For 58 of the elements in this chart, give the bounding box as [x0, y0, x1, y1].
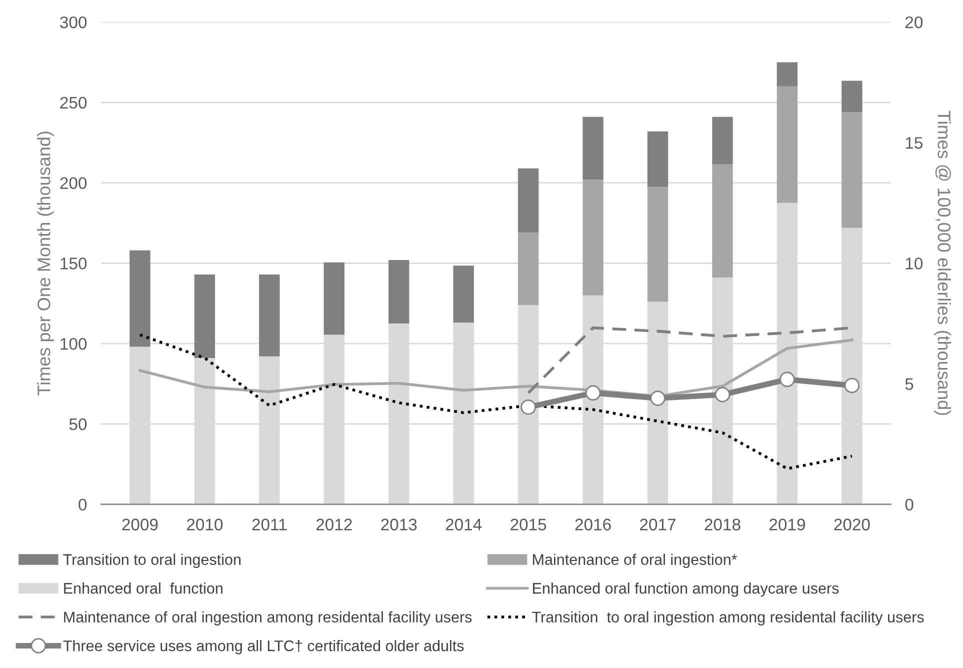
x-tick-label: 2013 — [381, 518, 417, 530]
bar — [776, 86, 798, 203]
y-tick-label: 100 — [60, 338, 87, 350]
bar — [647, 186, 668, 302]
legend-label: Three service uses among all LTC† certificated older adults — [63, 640, 464, 654]
bar — [453, 266, 474, 323]
bar — [194, 274, 216, 358]
y2-axis-title: Times @ 100,000 elderlies (thousand) — [934, 110, 951, 415]
bar — [647, 131, 668, 187]
y-tick-label: 300 — [60, 16, 87, 28]
bar — [259, 274, 280, 356]
y-tick-label: 0 — [78, 498, 87, 511]
y-tick-label: 50 — [69, 418, 87, 430]
x-tick-label: 2010 — [186, 518, 223, 530]
y2-tick-label: 15 — [906, 137, 923, 149]
legend-label: Enhanced oral function among daycare users — [533, 582, 839, 597]
x-tick-label: 2015 — [510, 518, 546, 530]
bar — [842, 112, 862, 228]
point — [714, 386, 730, 402]
point — [585, 385, 601, 401]
x-tick-label: 2009 — [122, 518, 158, 530]
bar — [582, 180, 604, 296]
y-tick-label: 250 — [60, 96, 87, 109]
legend-label: Maintenance of oral ingestion* — [533, 554, 738, 568]
x-tick-label: 2014 — [446, 518, 482, 530]
legend-label: Enhanced oral function — [64, 582, 222, 594]
x-tick-label: 2017 — [640, 518, 676, 530]
x-tick-label: 2020 — [834, 518, 870, 530]
y2-tick-label: 10 — [906, 258, 923, 270]
bar — [518, 232, 539, 305]
x-tick-label: 2016 — [575, 518, 611, 530]
point — [780, 372, 795, 388]
bar — [712, 116, 733, 164]
point — [844, 378, 860, 394]
x-tick-label: 2011 — [252, 518, 287, 530]
y-axis-title: Times per One Month (thousand) — [37, 132, 54, 396]
bar — [712, 164, 733, 278]
x-tick-label: 2018 — [704, 518, 740, 530]
bar — [842, 80, 862, 112]
point — [650, 390, 666, 406]
bar — [776, 62, 798, 86]
y2-tick-label: 5 — [905, 378, 914, 390]
bar — [388, 260, 410, 324]
legend-label: Maintenance of oral ingestion among residental facility users — [64, 611, 472, 626]
bar — [582, 116, 604, 180]
bar — [518, 168, 539, 233]
line-series — [138, 333, 854, 470]
y-tick-label: 200 — [60, 177, 87, 190]
legend-label: Transition to oral ingestion — [63, 554, 240, 568]
y-tick-label: 150 — [60, 258, 87, 270]
point — [520, 400, 536, 415]
bar — [324, 262, 344, 335]
legend-label: Transition to oral ingestion among residental facility users — [532, 611, 924, 626]
x-tick-label: 2019 — [770, 518, 805, 530]
x-tick-label: 2012 — [316, 518, 352, 530]
bar — [130, 250, 150, 347]
y2-tick-label: 20 — [906, 16, 923, 28]
y2-tick-label: 0 — [905, 498, 914, 511]
